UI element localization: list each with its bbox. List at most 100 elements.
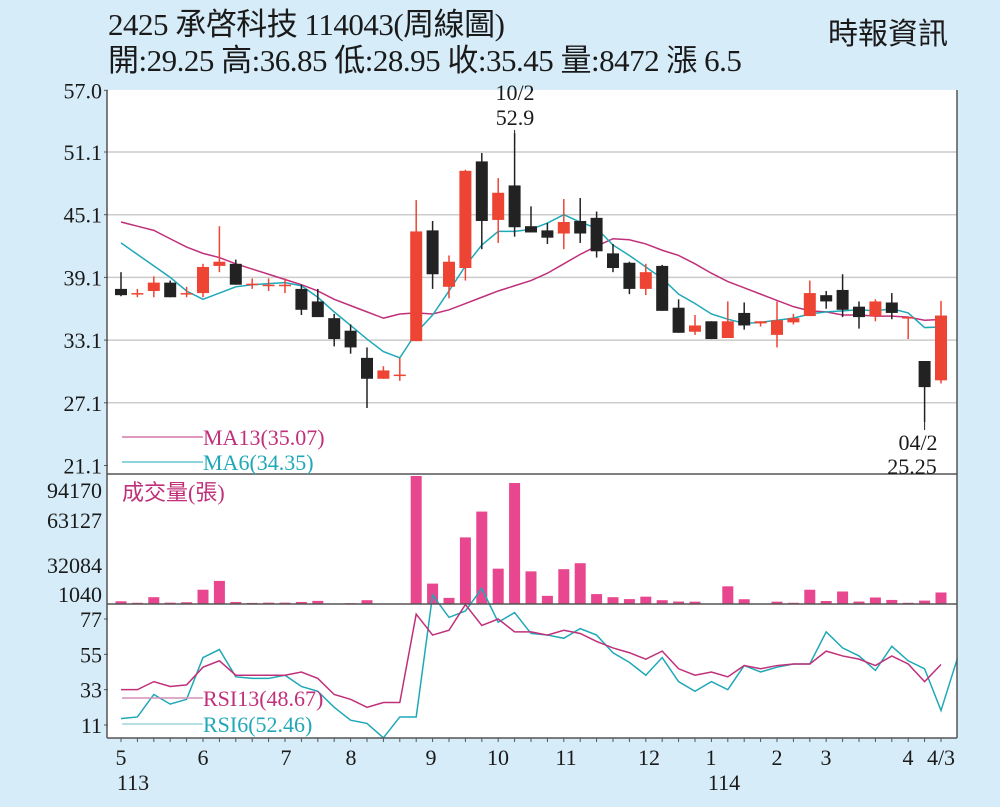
x-tick-label: 8 [346, 745, 357, 770]
candle [771, 320, 783, 335]
rsi-lines [120, 587, 959, 739]
x-tick-label: 1 [706, 745, 717, 770]
volume-bar [312, 600, 324, 604]
candle [672, 307, 685, 333]
volume-bar [820, 601, 832, 604]
candle [623, 262, 636, 289]
candle [344, 330, 357, 348]
low-date-annotation: 04/2 [898, 430, 937, 455]
ma6-legend: MA6(34.35) [203, 450, 314, 475]
source-label: 時報資訊 [828, 18, 948, 51]
candle [443, 261, 455, 287]
volume-bar [476, 511, 488, 604]
candle [803, 293, 816, 317]
candle [738, 312, 751, 326]
x-tick-label: 10 [487, 745, 509, 770]
candle [639, 272, 652, 289]
candle [475, 161, 488, 221]
volume-bar [574, 563, 586, 604]
rsi-tick-label: 55 [80, 642, 102, 667]
volume-bar [541, 595, 553, 604]
candle [885, 302, 898, 313]
volume-tick-label: 1040 [58, 582, 102, 607]
candle [935, 315, 947, 381]
price-tick-label: 33.1 [64, 328, 103, 353]
x-tick-label: 3 [821, 745, 832, 770]
candle [246, 283, 259, 286]
candle [918, 361, 931, 388]
candle [410, 231, 423, 342]
candle [279, 284, 291, 287]
candle [361, 357, 373, 379]
x-tick-label: 4 [903, 745, 914, 770]
candle [147, 282, 160, 291]
rsi6-legend: RSI6(52.46) [203, 712, 312, 737]
ma13-legend: MA13(35.07) [203, 425, 325, 450]
candle [754, 321, 767, 324]
candle [492, 192, 505, 220]
rsi13-line [121, 603, 942, 709]
candlesticks [115, 130, 947, 430]
candle [115, 288, 127, 296]
x-tick-label: 2 [772, 745, 783, 770]
candle [131, 293, 144, 295]
rsi13-legend: RSI13(48.67) [203, 686, 323, 711]
volume-bar [230, 601, 242, 604]
candle [656, 265, 669, 311]
candle [377, 370, 390, 379]
ohlc-summary: 開:29.25 高:36.85 低:28.95 收:35.45 量:8472 漲… [108, 43, 742, 78]
price-tick-label: 21.1 [64, 454, 103, 479]
candle [590, 217, 603, 252]
candle [607, 253, 619, 268]
candle [426, 230, 439, 275]
candle [721, 321, 734, 339]
volume-title: 成交量(張) [122, 480, 225, 505]
x-tick-label: 9 [426, 745, 437, 770]
x-tick-label: 11 [555, 745, 576, 770]
low-value-annotation: 25.25 [887, 454, 937, 479]
price-tick-label: 45.1 [64, 203, 103, 228]
volume-bar [213, 580, 225, 604]
volume-tick-label: 94170 [47, 478, 102, 503]
x-tick-label: 5 [116, 745, 127, 770]
candle [262, 284, 275, 287]
volume-tick-label: 32084 [47, 553, 102, 578]
candle [820, 295, 833, 302]
candle [853, 306, 865, 318]
candle [787, 318, 800, 323]
candle [180, 293, 193, 295]
rsi6-line [120, 587, 959, 739]
rsi-tick-label: 11 [81, 713, 102, 738]
volume-bar [181, 602, 193, 604]
volume-bar [410, 476, 422, 604]
x-tick-label: 4/3 [927, 745, 955, 770]
price-tick-label: 39.1 [64, 265, 103, 290]
candle [311, 301, 324, 318]
volume-bar [525, 571, 537, 604]
volume-bar [886, 599, 898, 604]
candle [705, 321, 718, 340]
volume-bar [869, 597, 881, 604]
year-label: 114 [708, 770, 740, 795]
price-panel [107, 90, 957, 474]
x-tick-label: 12 [638, 745, 660, 770]
candle [213, 261, 226, 266]
volume-bar [115, 601, 127, 604]
candle [508, 185, 521, 228]
candle [229, 263, 242, 285]
candle [197, 266, 209, 294]
price-tick-label: 27.1 [64, 391, 103, 416]
volume-bar [295, 601, 307, 604]
volume-bar [689, 601, 701, 604]
axis-labels: 57.051.145.139.133.127.121.1941706312732… [47, 78, 955, 795]
volume-bar [443, 597, 455, 604]
volume-bar [197, 589, 209, 604]
high-value-annotation: 52.9 [496, 105, 535, 130]
volume-bar [673, 601, 685, 604]
rsi-tick-label: 77 [80, 607, 102, 632]
volume-bar [459, 537, 471, 604]
year-label: 113 [117, 770, 149, 795]
volume-bar [640, 596, 652, 604]
volume-bar [591, 594, 603, 604]
volume-bar [935, 592, 947, 604]
